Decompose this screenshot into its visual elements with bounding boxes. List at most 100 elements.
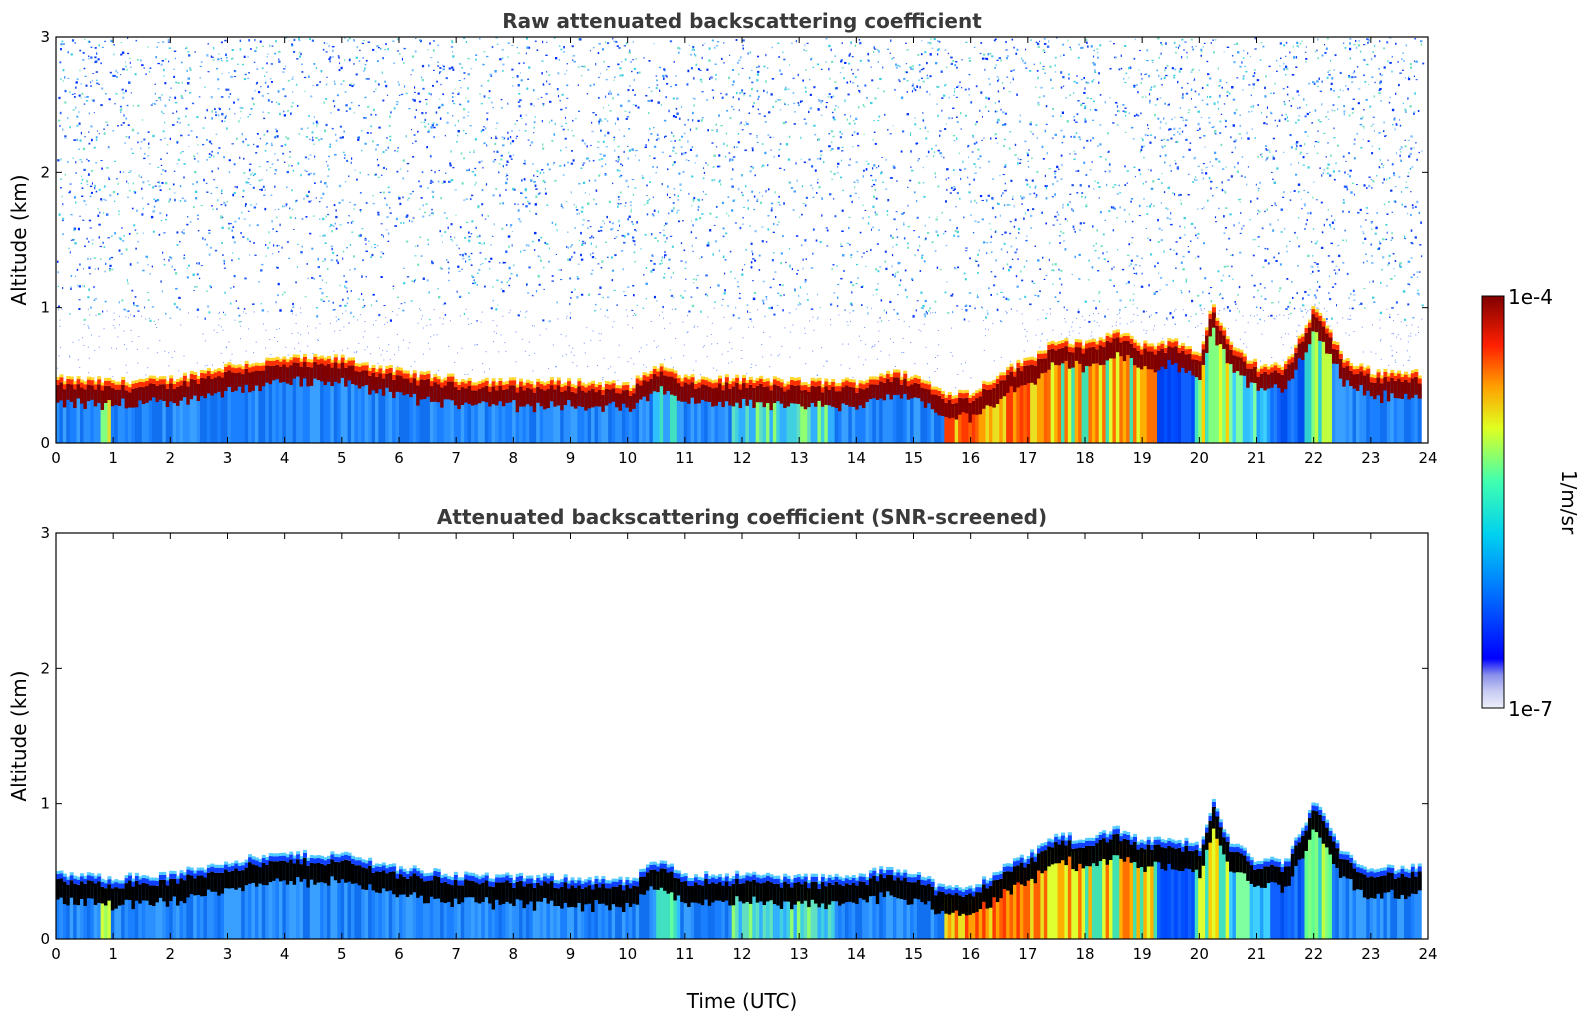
noise-point	[569, 302, 571, 306]
noise-point	[386, 94, 389, 96]
noise-point	[1413, 147, 1415, 149]
noise-point	[1165, 42, 1167, 45]
noise-point	[210, 55, 213, 58]
noise-point	[973, 46, 976, 48]
noise-point	[69, 251, 71, 254]
noise-point	[1349, 42, 1351, 45]
noise-point	[871, 79, 874, 82]
noise-point	[1247, 166, 1249, 168]
noise-point	[1296, 44, 1298, 47]
noise-point	[108, 257, 111, 260]
noise-point	[562, 128, 565, 131]
noise-point	[588, 179, 591, 182]
noise-point	[744, 264, 746, 266]
noise-point	[1327, 71, 1329, 73]
noise-point	[583, 65, 586, 68]
noise-point	[213, 179, 216, 181]
noise-point	[843, 270, 845, 272]
noise-point	[620, 174, 623, 177]
noise-point	[1336, 304, 1337, 307]
noise-point	[600, 158, 604, 160]
noise-point	[576, 276, 579, 278]
noise-point	[92, 73, 95, 74]
noise-point	[174, 96, 177, 100]
noise-point	[692, 224, 694, 227]
noise-point	[1378, 166, 1380, 169]
noise-point	[217, 151, 219, 155]
noise-point	[295, 281, 297, 284]
noise-point	[697, 119, 700, 122]
noise-point	[436, 80, 438, 83]
noise-point	[782, 235, 784, 238]
noise-point	[783, 202, 785, 205]
noise-point	[623, 135, 625, 137]
noise-point	[701, 91, 704, 93]
noise-point	[618, 170, 621, 172]
noise-point	[979, 52, 982, 55]
noise-point	[613, 136, 616, 138]
noise-point	[929, 53, 932, 56]
noise-point	[372, 140, 374, 143]
noise-point	[385, 229, 388, 231]
noise-point	[1159, 97, 1162, 99]
noise-point	[854, 122, 856, 125]
noise-point	[288, 257, 290, 259]
noise-point	[534, 116, 537, 118]
noise-point	[278, 245, 280, 247]
noise-point	[157, 41, 160, 44]
noise-point	[1339, 89, 1341, 91]
noise-point	[623, 150, 625, 153]
noise-point	[1321, 174, 1323, 177]
noise-point	[1363, 287, 1366, 290]
noise-point	[1307, 135, 1309, 137]
noise-point	[1208, 176, 1211, 180]
noise-point	[1236, 77, 1239, 79]
noise-point	[1401, 203, 1403, 206]
noise-point	[431, 260, 433, 263]
noise-point	[358, 137, 360, 139]
noise-point	[87, 296, 90, 299]
noise-point	[912, 315, 915, 318]
noise-point	[1273, 181, 1276, 184]
noise-point	[718, 249, 721, 252]
noise-point	[649, 181, 651, 183]
noise-point	[840, 277, 843, 280]
noise-point	[1374, 232, 1377, 235]
noise-point	[812, 228, 815, 231]
noise-point	[746, 122, 749, 126]
noise-point	[1261, 227, 1264, 230]
noise-point	[143, 152, 146, 155]
noise-point	[1242, 57, 1245, 59]
noise-point	[813, 86, 816, 89]
noise-point	[103, 185, 106, 188]
noise-point	[598, 120, 600, 123]
noise-point	[1186, 56, 1188, 59]
noise-point	[1420, 221, 1422, 224]
noise-point	[1353, 44, 1356, 46]
noise-point	[570, 162, 574, 165]
noise-point	[551, 280, 554, 282]
noise-point	[486, 144, 488, 147]
noise-point	[1068, 73, 1070, 76]
noise-point	[1379, 166, 1381, 169]
noise-point	[548, 74, 551, 76]
noise-point	[305, 194, 309, 197]
noise-point	[1163, 117, 1165, 120]
noise-point	[308, 75, 310, 78]
noise-point	[677, 195, 679, 198]
noise-point	[991, 197, 994, 200]
noise-point	[1260, 42, 1263, 44]
noise-point	[1410, 257, 1413, 259]
noise-point	[1275, 150, 1277, 153]
noise-point	[1073, 119, 1076, 122]
noise-point	[796, 179, 798, 182]
noise-point	[1024, 140, 1027, 143]
noise-point	[799, 303, 802, 305]
noise-point	[344, 37, 346, 39]
noise-point	[1097, 145, 1099, 147]
noise-point	[400, 93, 404, 96]
noise-point	[643, 57, 645, 59]
noise-point	[1060, 115, 1062, 117]
noise-point	[1267, 247, 1269, 251]
noise-point	[1103, 258, 1106, 260]
